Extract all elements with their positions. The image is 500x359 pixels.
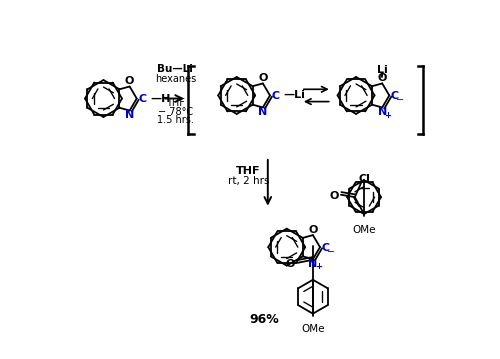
Text: N: N [308, 259, 318, 269]
Text: Bu—Li: Bu—Li [158, 64, 194, 74]
Text: N: N [125, 110, 134, 120]
Text: —Li: —Li [284, 90, 306, 101]
Text: C: C [391, 91, 399, 101]
Text: hexanes: hexanes [155, 74, 196, 84]
Text: +: + [384, 111, 391, 120]
Text: O: O [308, 225, 318, 235]
Text: —H: —H [150, 94, 171, 103]
Text: C: C [272, 91, 280, 101]
Text: C: C [322, 243, 330, 253]
Text: +: + [315, 262, 322, 271]
Text: Cl: Cl [358, 174, 370, 183]
Text: − 78°C: − 78°C [158, 107, 193, 117]
Text: O: O [378, 73, 387, 83]
Text: Li: Li [377, 65, 388, 75]
Text: N: N [258, 107, 268, 117]
Text: OMe: OMe [352, 225, 376, 235]
Text: 1.5 hrs.: 1.5 hrs. [157, 115, 194, 125]
Text: OMe: OMe [301, 325, 324, 335]
Text: −: − [326, 247, 335, 257]
Text: O: O [258, 73, 268, 83]
Text: THF: THF [236, 166, 261, 176]
Text: THF: THF [166, 98, 185, 108]
Text: 96%: 96% [249, 313, 279, 326]
Text: −: − [396, 95, 404, 105]
Text: O: O [286, 258, 296, 269]
Text: O: O [330, 191, 338, 201]
Text: O: O [125, 76, 134, 86]
Text: N: N [378, 107, 387, 117]
Text: C: C [138, 94, 146, 104]
Text: rt, 2 hrs: rt, 2 hrs [228, 176, 270, 186]
